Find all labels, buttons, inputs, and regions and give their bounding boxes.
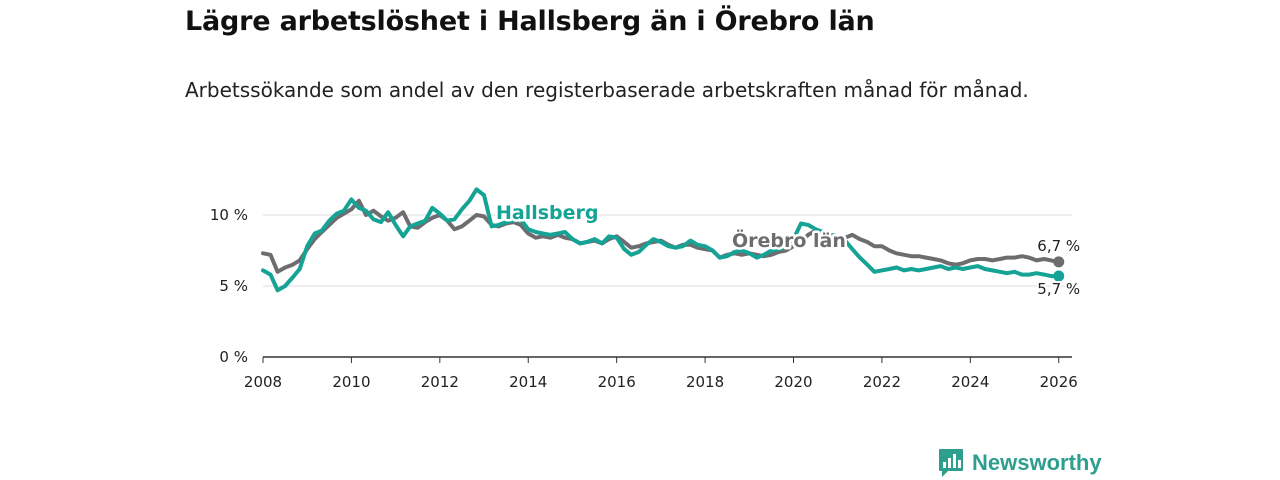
y-tick-label: 5 % <box>219 277 248 295</box>
x-tick-label: 2014 <box>509 373 547 391</box>
x-tick-label: 2022 <box>863 373 901 391</box>
series-line-orebro-lan <box>261 198 1061 274</box>
x-tick-label: 2020 <box>774 373 812 391</box>
x-tick-label: 2016 <box>598 373 636 391</box>
x-tick-label: 2018 <box>686 373 724 391</box>
x-tick-label: 2008 <box>244 373 282 391</box>
x-tick-label: 2024 <box>951 373 989 391</box>
end-point-hallsberg <box>1053 270 1065 282</box>
y-tick-label: 10 % <box>210 206 248 224</box>
end-value-label-hallsberg: 5,7 % <box>1037 280 1080 298</box>
end-value-label-orebro-lan: 6,7 % <box>1037 237 1080 255</box>
y-tick-label: 0 % <box>219 348 248 366</box>
newsworthy-logo: Newsworthy <box>938 448 1102 478</box>
x-tick-label: 2012 <box>421 373 459 391</box>
logo-text: Newsworthy <box>972 450 1102 475</box>
series-lines <box>261 187 1065 293</box>
chart-subtitle: Arbetssökande som andel av den registerb… <box>185 78 1029 102</box>
gridlines <box>263 214 1072 287</box>
x-tick-label: 2026 <box>1040 373 1078 391</box>
series-line-hallsberg <box>261 187 1061 293</box>
chart-title: Lägre arbetslöshet i Hallsberg än i Öreb… <box>185 6 875 37</box>
series-label-hallsberg: Hallsberg <box>496 202 599 224</box>
series-label-orebro-lan: Örebro län <box>732 228 846 252</box>
x-tick-label: 2010 <box>332 373 370 391</box>
bar-chart-icon <box>939 449 963 477</box>
axes: 0 % 5 % 10 % 2008 2010 2012 2014 2016 2018 2020 20… <box>210 206 1078 391</box>
end-point-orebro-lan <box>1053 256 1065 268</box>
series-labels: Örebro län 6,7 % Hallsberg 5,7 % <box>494 200 1083 301</box>
